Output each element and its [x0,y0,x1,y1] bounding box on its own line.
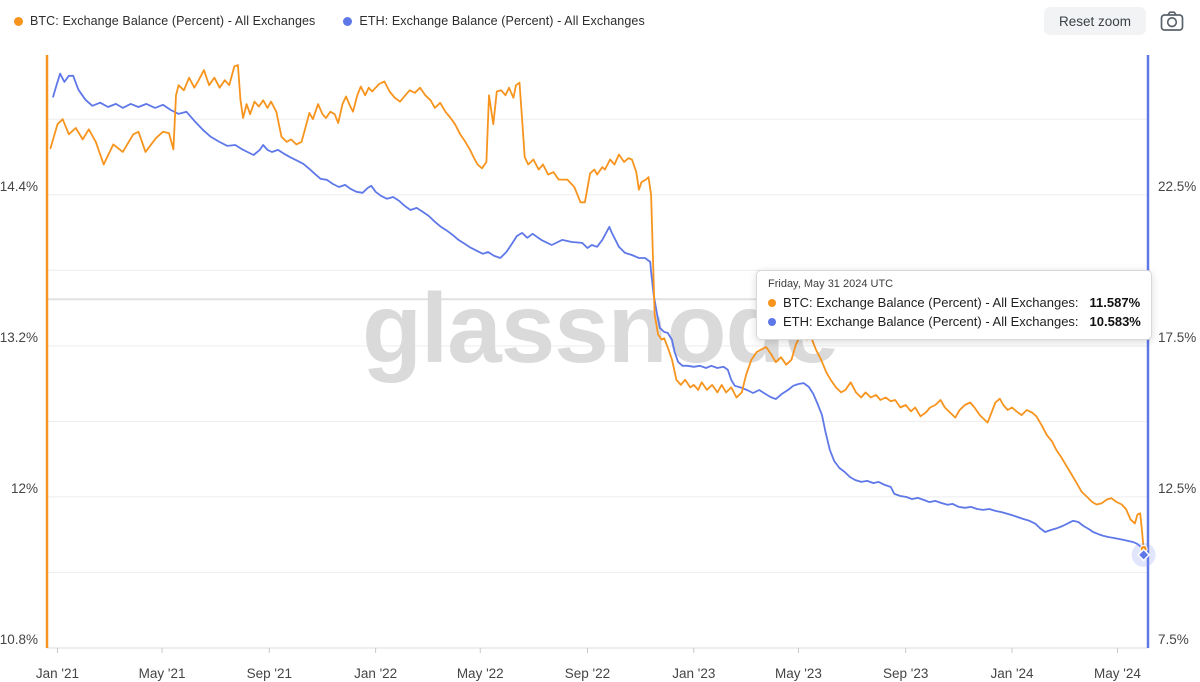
x-axis-label: May '23 [775,666,822,681]
x-axis-label: Jan '23 [672,666,715,681]
tooltip-value-btc: 11.587% [1089,295,1141,310]
x-axis-label: Jan '24 [990,666,1034,681]
legend-item-eth[interactable]: ETH: Exchange Balance (Percent) - All Ex… [343,14,645,28]
x-axis-label: May '22 [457,666,504,681]
tooltip-value-eth: 10.583% [1089,314,1141,329]
legend-label-eth: ETH: Exchange Balance (Percent) - All Ex… [359,14,645,28]
legend-item-btc[interactable]: BTC: Exchange Balance (Percent) - All Ex… [14,14,315,28]
y-right-label: 22.5% [1158,179,1196,194]
tooltip-label-eth: ETH: Exchange Balance (Percent) - All Ex… [783,314,1079,329]
y-right-label: 17.5% [1158,330,1196,345]
eth-series-dot-icon [343,16,353,26]
y-left-label: 10.8% [0,632,38,647]
btc-series-dot-icon [14,16,23,26]
x-axis-label: Sep '22 [565,666,610,681]
x-axis-label: Jan '21 [36,666,79,681]
legend: BTC: Exchange Balance (Percent) - All Ex… [0,14,645,28]
tooltip: Friday, May 31 2024 UTC BTC: Exchange Ba… [756,270,1152,340]
series-line-right [52,72,1145,556]
tooltip-label-btc: BTC: Exchange Balance (Percent) - All Ex… [783,295,1079,310]
x-axis-label: May '24 [1094,666,1141,681]
y-right-label: 7.5% [1158,632,1189,647]
y-right-label: 12.5% [1158,481,1196,496]
tooltip-row-eth: ETH: Exchange Balance (Percent) - All Ex… [768,312,1141,331]
camera-icon [1160,11,1184,31]
y-left-label: 14.4% [0,179,38,194]
y-left-label: 13.2% [0,330,38,345]
x-axis-label: May '21 [139,666,186,681]
reset-zoom-button[interactable]: Reset zoom [1043,7,1146,35]
eth-last-point-marker [1137,548,1151,562]
tooltip-date: Friday, May 31 2024 UTC [768,278,894,290]
camera-button[interactable] [1160,10,1184,32]
tooltip-row-btc: BTC: Exchange Balance (Percent) - All Ex… [768,293,1140,312]
series-line-left [49,64,1145,550]
x-axis-label: Jan '22 [354,666,397,681]
x-axis-label: Sep '21 [247,666,292,681]
y-left-label: 12% [11,481,38,496]
legend-label-btc: BTC: Exchange Balance (Percent) - All Ex… [30,14,316,28]
chart-header: BTC: Exchange Balance (Percent) - All Ex… [0,0,1200,42]
x-axis-label: Sep '23 [883,666,928,681]
eth-series-dot-icon [768,317,776,326]
btc-series-dot-icon [768,298,776,307]
